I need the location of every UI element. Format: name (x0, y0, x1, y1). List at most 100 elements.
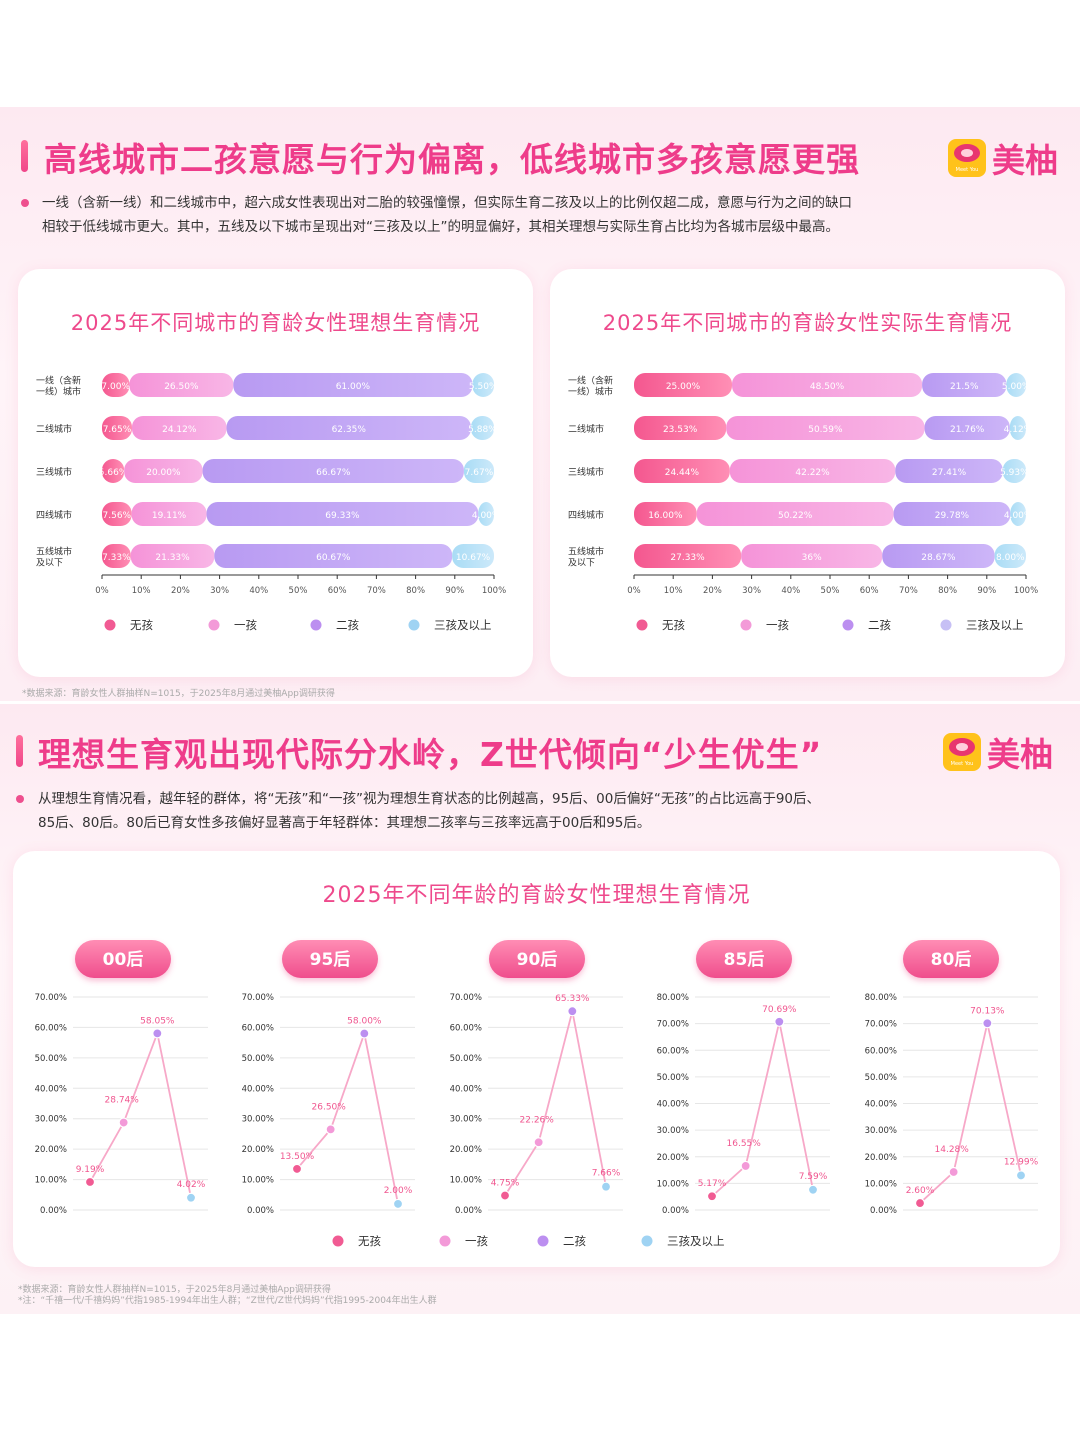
y-tick-label: 40.00% (865, 1100, 897, 1110)
legend-swatch (332, 1235, 344, 1247)
bar-segment (131, 502, 207, 526)
data-label: 42.22% (795, 468, 830, 478)
y-tick-label: 20.00% (450, 1145, 482, 1155)
data-label: 26.50% (164, 382, 199, 392)
bar-segment (634, 502, 697, 526)
bar-segment (893, 502, 1011, 526)
legend-swatch (636, 619, 648, 631)
section-title: 高线城市二孩意愿与行为偏离，低线城市多孩意愿更强 (44, 140, 860, 179)
y-tick-label: 70.00% (242, 993, 274, 1003)
category-label: 一线（含新 (568, 375, 613, 387)
data-label: 27.33% (670, 553, 705, 563)
series-line (89, 1030, 192, 1198)
x-tick-label: 0% (95, 586, 109, 596)
data-label: 62.35% (332, 425, 367, 435)
x-tick-label: 80% (406, 586, 425, 596)
description: 一线（含新一线）和二线城市中，超六成女性表现出对二胎的较强憧憬，但实际生育二孩及… (42, 191, 852, 239)
data-label: 22.26% (520, 1115, 555, 1125)
chart-title: 2025年不同城市的育龄女性理想生育情况 (70, 311, 481, 335)
category-label: 五线城市 (36, 546, 72, 558)
bar-segment (472, 373, 494, 397)
y-tick-label: 60.00% (242, 1023, 274, 1033)
x-tick-label: 50% (289, 586, 308, 596)
bar-segment (634, 416, 727, 440)
bar-segment (882, 544, 995, 568)
brand-sub-text: Meet You (951, 761, 974, 767)
category-label: 及以下 (568, 558, 595, 569)
y-tick-label: 50.00% (450, 1054, 482, 1064)
y-tick-label: 70.00% (865, 1020, 897, 1030)
y-tick-label: 50.00% (657, 1073, 689, 1083)
data-label: 21.76% (950, 425, 985, 435)
y-tick-label: 60.00% (450, 1023, 482, 1033)
data-label: 48.50% (810, 382, 845, 392)
data-label: 7.59% (799, 1172, 828, 1182)
generation-pill (903, 940, 999, 978)
x-tick-label: 90% (445, 586, 464, 596)
legend-label: 无孩 (662, 618, 685, 632)
data-label: 25.00% (666, 382, 701, 392)
bar-segment (634, 544, 742, 568)
y-tick-label: 80.00% (865, 993, 897, 1003)
generation-label: 95后 (310, 950, 351, 970)
data-point (1015, 1170, 1027, 1181)
series-line (711, 1021, 814, 1197)
legend-label: 二孩 (868, 618, 891, 632)
category-label: 及以下 (36, 558, 63, 569)
meetyou-logo-icon: Meet You (948, 139, 986, 177)
bar-segment (895, 459, 1003, 483)
brand-sub-text: Meet You (956, 167, 979, 173)
data-label: 36% (802, 553, 822, 563)
y-tick-label: 60.00% (35, 1023, 67, 1033)
data-label: 58.00% (347, 1017, 382, 1027)
data-label: 19.11% (152, 511, 187, 521)
legend-swatch (537, 1235, 549, 1247)
generation-pill (489, 940, 585, 978)
y-tick-label: 30.00% (865, 1126, 897, 1136)
y-tick-label: 30.00% (657, 1126, 689, 1136)
data-source: *数据来源：育龄女性人群抽样N=1015，于2025年8月通过美柚App调研获得 (18, 1285, 331, 1295)
data-label: 21.5% (950, 382, 979, 392)
data-label: 16.55% (727, 1139, 762, 1149)
y-tick-label: 20.00% (865, 1153, 897, 1163)
generation-label: 80后 (931, 950, 972, 970)
bar-segment (634, 459, 730, 483)
category-label: 二线城市 (568, 423, 604, 435)
data-point (118, 1117, 129, 1128)
data-point (982, 1018, 993, 1029)
y-tick-label: 70.00% (657, 1020, 689, 1030)
bar-segment (470, 416, 494, 440)
bar-segment (129, 373, 234, 397)
category-label: 五线城市 (568, 546, 604, 558)
section-title: 理想生育观出现代际分水岭，Z世代倾向“少生优生” (38, 735, 823, 774)
y-tick-label: 50.00% (242, 1054, 274, 1064)
data-label: 50.59% (808, 425, 843, 435)
description-line: 相较于低线城市更大。其中，五线及以下城市呈现出对“三孩及以上”的明显偏好，其相关… (42, 219, 839, 235)
x-tick-label: 20% (171, 586, 190, 596)
category-label: 一线（含新 (36, 375, 81, 387)
bar-segment (102, 416, 132, 440)
data-label: 5.17% (698, 1179, 727, 1189)
data-label: 7.67% (465, 468, 494, 478)
actual-city-card: 2025年不同城市的育龄女性实际生育情况 一线（含新 一线）城市 二线城市 三线城市四… (550, 269, 1065, 677)
data-label: 50.22% (778, 511, 813, 521)
y-tick-label: 30.00% (35, 1115, 67, 1125)
legend-label: 无孩 (130, 618, 153, 632)
y-tick-label: 0.00% (247, 1206, 274, 1216)
bar-segment (1009, 416, 1026, 440)
data-label: 7.66% (592, 1169, 621, 1179)
legend-label: 二孩 (563, 1234, 586, 1248)
brand-logo: Meet You 美柚 (948, 134, 1058, 182)
y-tick-label: 10.00% (242, 1176, 274, 1186)
data-point (533, 1137, 544, 1148)
legend-swatch (439, 1235, 451, 1247)
data-label: 9.19% (76, 1165, 105, 1175)
data-label: 5.88% (468, 425, 497, 435)
bar-segment (226, 416, 471, 440)
data-label: 4.75% (491, 1179, 520, 1189)
ideal-city-card: 2025年不同城市的育龄女性理想生育情况 一线（含新 一线）城市 二线城市 三线城市四… (18, 269, 533, 677)
data-label: 69.33% (325, 511, 360, 521)
y-tick-label: 50.00% (865, 1073, 897, 1083)
data-point (740, 1160, 751, 1172)
data-label: 70.13% (970, 1006, 1005, 1016)
